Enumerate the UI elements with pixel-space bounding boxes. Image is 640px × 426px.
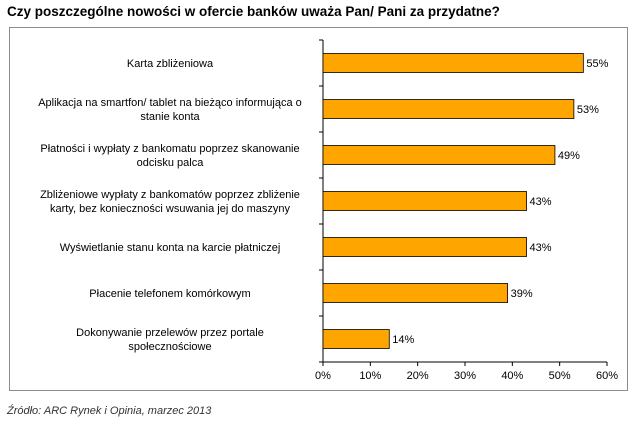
category-label: Karta zbliżeniowa [127,58,214,70]
bar [322,191,527,211]
category-label-line: stanie konta [140,111,200,123]
chart-frame [9,27,628,391]
bar [322,283,509,303]
category-label-line: odcisku palca [137,157,205,169]
category-label-line: Aplikacja na smartfon/ tablet na bieżąco… [38,97,302,109]
bar-value-label: 14% [392,334,414,346]
bar-value-label: 39% [511,288,533,300]
x-tick-label: 40% [501,370,523,382]
bar-value-label: 43% [530,242,552,254]
category-label: Aplikacja na smartfon/ tablet na bieżąco… [38,97,302,123]
x-tick-label: 60% [596,370,618,382]
category-label-line: Karta zbliżeniowa [127,58,214,70]
bar [322,99,575,119]
bar-value-label: 43% [530,196,552,208]
bar-value-label: 55% [586,58,608,70]
x-tick-label: 50% [549,370,571,382]
x-tick-label: 0% [315,370,331,382]
category-label-line: karty, bez konieczności wsuwania jej do … [50,203,291,215]
category-label: Wyświetlanie stanu konta na karcie płatn… [60,242,281,254]
bar-value-label: 49% [558,150,580,162]
bar [322,145,556,165]
x-tick-label: 20% [407,370,429,382]
category-label: Zbliżeniowe wypłaty z bankomatów poprzez… [40,189,300,215]
category-label-line: Wyświetlanie stanu konta na karcie płatn… [60,242,281,254]
category-label-line: Płatności i wypłaty z bankomatu poprzez … [40,143,299,155]
category-label: Dokonywanie przelewów przez portale społe… [76,327,264,353]
chart-title: Czy poszczególne nowości w ofercie bankó… [7,4,500,19]
category-label-line: społecznościowe [128,341,211,353]
bar [322,53,584,73]
category-label-line: Płacenie telefonem komórkowym [89,288,250,300]
category-label-line: Dokonywanie przelewów przez portale [76,327,264,339]
source-note: Źródło: ARC Rynek i Opinia, marzec 2013 [7,405,212,417]
bar [322,237,527,257]
x-tick-label: 10% [359,370,381,382]
bar-value-label: 53% [577,104,599,116]
bar [322,329,390,349]
category-label: Płatności i wypłaty z bankomatu poprzez … [40,143,299,169]
category-label-line: Zbliżeniowe wypłaty z bankomatów poprzez… [40,189,300,201]
category-label: Płacenie telefonem komórkowym [89,288,250,300]
x-tick-label: 30% [454,370,476,382]
